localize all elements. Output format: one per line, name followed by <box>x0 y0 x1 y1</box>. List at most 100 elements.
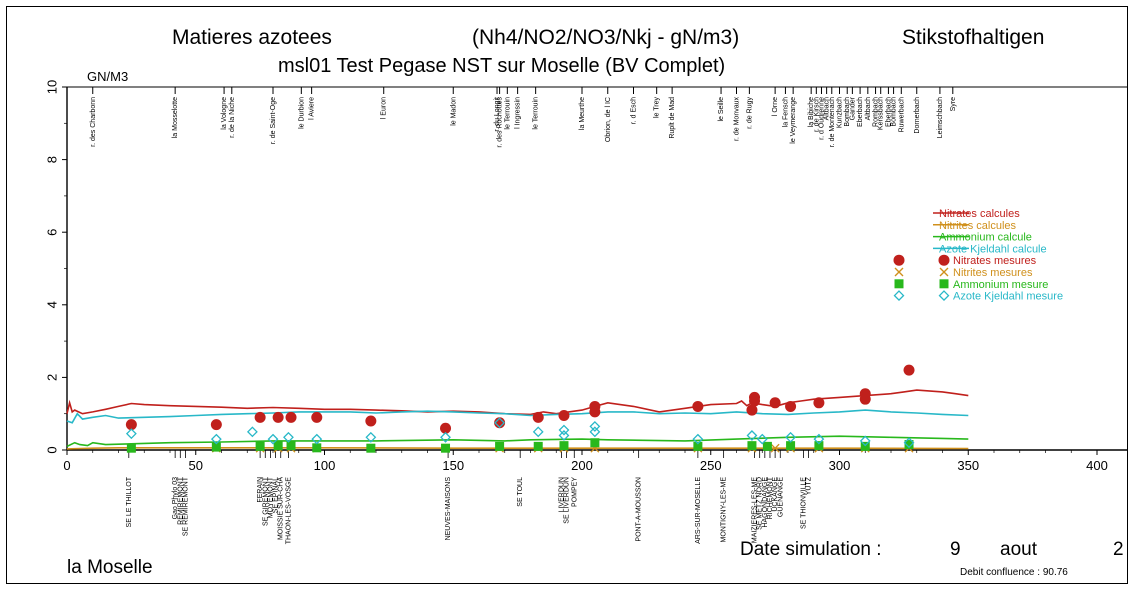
legend-label: Nitrates mesures <box>953 255 1037 267</box>
measure-point <box>590 438 600 448</box>
station-label: MONTIGNY-LES-ME <box>721 477 728 543</box>
title-center: (Nh4/NO2/NO3/Nkj - gN/m3) <box>472 26 739 49</box>
measure-point <box>267 433 279 445</box>
date-year: 2 <box>1113 539 1124 560</box>
series-line <box>66 447 969 450</box>
measure-point <box>939 279 949 289</box>
measure-point <box>746 404 758 416</box>
tributary-label: Gander <box>849 96 856 120</box>
measure-point <box>770 443 780 453</box>
tributary-label: le Trey <box>654 97 661 119</box>
measure-point <box>589 420 601 432</box>
measure-point <box>903 364 915 376</box>
station-label: SE THIONVILLE <box>800 477 807 529</box>
measure-point <box>254 411 266 423</box>
measure-point <box>558 424 570 436</box>
legend-label: Azote Kjeldahl calcule <box>939 243 1047 255</box>
x-tick-label: 400 <box>1086 458 1108 473</box>
measure-point <box>785 400 797 412</box>
station-label: MOYEMONT <box>267 476 274 518</box>
tributary-label: Altbach <box>824 97 831 120</box>
title-left: Matieres azotees <box>172 26 332 49</box>
measures-group <box>125 364 915 453</box>
measure-point <box>365 415 377 427</box>
measure-point <box>769 397 781 409</box>
date-day: 9 <box>950 539 961 560</box>
measure-point <box>283 431 294 443</box>
tributary-label: Kunzbach <box>837 97 844 128</box>
station-label: NEUVES-MAISONS <box>445 477 452 541</box>
measure-point <box>692 400 704 412</box>
tributary-label: le Terrouin <box>533 97 540 130</box>
measure-point <box>532 411 544 423</box>
measure-point <box>558 430 570 441</box>
x-tick-label: 250 <box>700 458 722 473</box>
x-tick-label: 150 <box>442 458 464 473</box>
tributary-label: l Euron <box>381 97 388 119</box>
river-name: la Moselle <box>67 557 153 578</box>
station-label: HAGONDANGE <box>762 477 769 528</box>
station-label: GUENANGE <box>777 477 784 517</box>
station-label: SE METZ NORD <box>757 477 764 530</box>
station-label: Gao Phylo 03 <box>172 477 179 520</box>
legend-label: Ammonium calcule <box>939 232 1032 244</box>
station-label: ARS-SUR-MOSELLE <box>695 477 702 544</box>
y-tick-label: 4 <box>44 301 59 308</box>
measure-point <box>286 441 296 451</box>
legend-label: Nitrates calcules <box>939 208 1020 220</box>
station-label: MOISSIE SUR-CHA <box>278 477 285 540</box>
measure-point <box>893 290 905 302</box>
measure-point <box>125 428 137 440</box>
measure-point <box>693 441 703 451</box>
measure-point <box>813 433 825 445</box>
measure-point <box>441 443 451 453</box>
measure-point <box>894 267 904 277</box>
tributary-label: r. de Saint-Oge <box>270 97 277 144</box>
tributary-label: l Orne <box>772 97 779 116</box>
station-label: SE REMIREMONT <box>182 476 189 536</box>
series-line <box>66 435 969 448</box>
station-label: SE GIREMONT <box>262 476 269 526</box>
measure-point <box>558 410 570 422</box>
debit-confluence: Debit confluence : 90.76 <box>960 567 1068 578</box>
legend-label: Azote Kjeldahl mesure <box>953 291 1063 303</box>
measure-point <box>494 417 506 429</box>
tributary-label: r. de Kirsch <box>813 97 820 132</box>
measure-point <box>273 441 283 451</box>
measure-point <box>311 433 323 445</box>
station-label: SE LE THILLOT <box>126 476 133 527</box>
station-label: UCKANGE <box>772 477 779 512</box>
tributary-label: le Madon <box>450 97 457 126</box>
x-tick-label: 0 <box>63 458 70 473</box>
measure-point <box>893 254 905 266</box>
measure-point <box>938 254 950 266</box>
station-label: POMPEY <box>571 477 578 507</box>
station-label: THAON-LES-VOSGE <box>285 477 292 545</box>
station-label: MAIZIERES-LES-ME <box>752 477 759 543</box>
tributary-label: Obrion, de l IC <box>605 97 612 142</box>
station-label: SE EPINAL <box>273 477 280 513</box>
y-tick-label: 6 <box>44 229 59 236</box>
measure-point <box>747 441 757 451</box>
station-label: LIVERDUN <box>558 477 565 512</box>
chart-frame <box>6 6 1128 584</box>
tributary-label: r. de Montenach <box>829 97 836 147</box>
station-label: PONT-A-MOUSSON <box>636 477 643 542</box>
measure-point <box>255 441 265 451</box>
station-label: YUTZ <box>806 476 813 495</box>
tributary-label: Eberbach <box>857 97 864 127</box>
measure-point <box>939 267 949 277</box>
tributary-label: le Durbion <box>298 97 305 129</box>
measure-point <box>272 411 284 423</box>
measure-point <box>311 411 323 423</box>
measure-point <box>211 442 221 452</box>
series-group <box>66 389 969 450</box>
tributary-label: r. de la Niche <box>229 97 236 138</box>
measure-point <box>756 433 768 445</box>
tributary-label: la Mosselotte <box>172 97 179 138</box>
y-tick-label: 10 <box>44 80 59 94</box>
x-tick-label: 100 <box>314 458 336 473</box>
measure-point <box>938 290 950 302</box>
measure-point <box>859 388 871 400</box>
tributary-label: la Fensch <box>782 97 789 127</box>
